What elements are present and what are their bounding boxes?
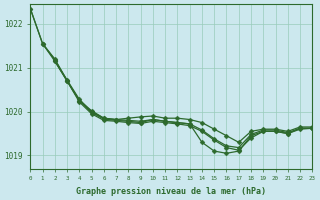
X-axis label: Graphe pression niveau de la mer (hPa): Graphe pression niveau de la mer (hPa) xyxy=(76,187,266,196)
